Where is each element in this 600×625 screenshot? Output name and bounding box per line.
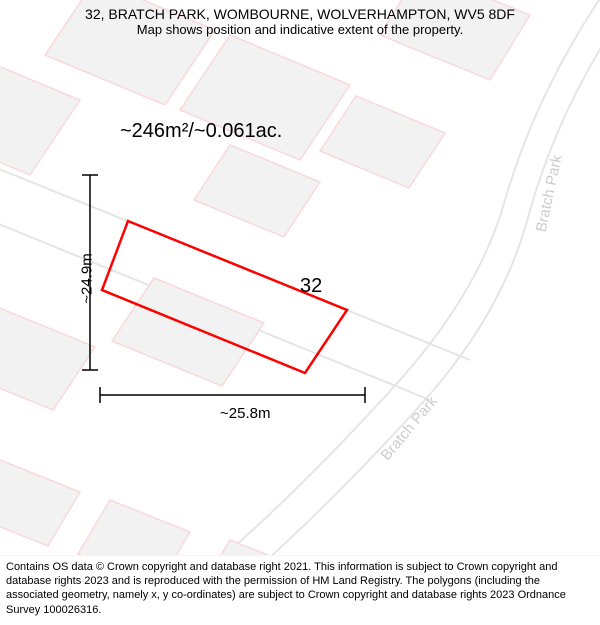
width-dimension-label: ~25.8m (220, 405, 270, 422)
property-number: 32 (300, 275, 322, 298)
height-dimension-label: ~24.9m (79, 253, 96, 303)
address-title: 32, BRATCH PARK, WOMBOURNE, WOLVERHAMPTO… (0, 6, 600, 22)
area-label: ~246m²/~0.061ac. (120, 120, 282, 143)
header: 32, BRATCH PARK, WOMBOURNE, WOLVERHAMPTO… (0, 6, 600, 37)
map-container: ~246m²/~0.061ac. 32 ~24.9m ~25.8m Bratch… (0, 0, 600, 560)
copyright-footer: Contains OS data © Crown copyright and d… (0, 555, 600, 625)
map-subtitle: Map shows position and indicative extent… (0, 22, 600, 37)
